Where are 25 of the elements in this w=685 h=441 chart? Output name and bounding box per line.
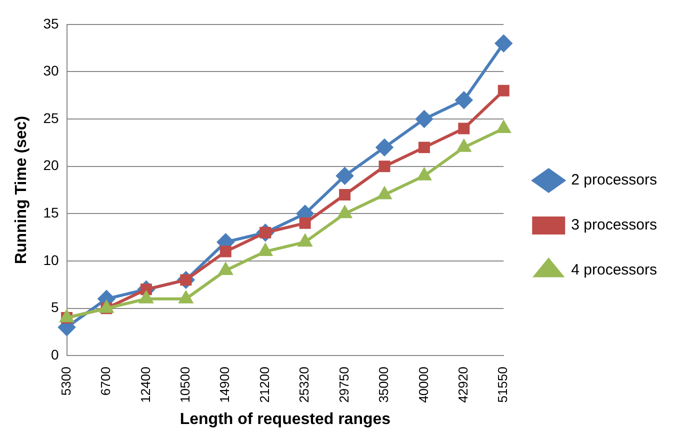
x-tick-label: 51550 bbox=[495, 366, 510, 403]
legend-label: 3 processors bbox=[571, 216, 658, 234]
y-tick-label: 0 bbox=[50, 346, 59, 363]
y-tick-label: 10 bbox=[43, 252, 59, 268]
x-tick-label: 12400 bbox=[138, 366, 153, 403]
x-axis-title: Length of requested ranges bbox=[180, 410, 391, 428]
x-tick-label: 6700 bbox=[98, 366, 114, 396]
x-tick-label: 14900 bbox=[217, 366, 232, 403]
x-tick-label: 42920 bbox=[455, 366, 470, 403]
x-tick-label: 40000 bbox=[416, 366, 431, 403]
y-tick-label: 35 bbox=[43, 15, 59, 32]
x-tick-label: 5300 bbox=[58, 366, 74, 396]
x-tick-label: 21200 bbox=[256, 366, 272, 403]
x-tick-label: 25320 bbox=[296, 366, 312, 403]
y-tick-label: 5 bbox=[50, 299, 59, 316]
y-tick-label: 25 bbox=[43, 110, 59, 126]
y-tick-label: 20 bbox=[43, 157, 59, 174]
y-tick-label: 15 bbox=[43, 204, 59, 221]
y-tick-label: 30 bbox=[43, 62, 59, 79]
y-axis-title: Running Time (sec) bbox=[13, 116, 30, 264]
legend-label: 4 processors bbox=[571, 262, 658, 279]
x-tick-label: 29750 bbox=[336, 366, 352, 403]
legend-label: 2 processors bbox=[571, 172, 658, 189]
x-tick-label: 35000 bbox=[376, 366, 392, 403]
x-tick-label: 10500 bbox=[177, 366, 192, 403]
